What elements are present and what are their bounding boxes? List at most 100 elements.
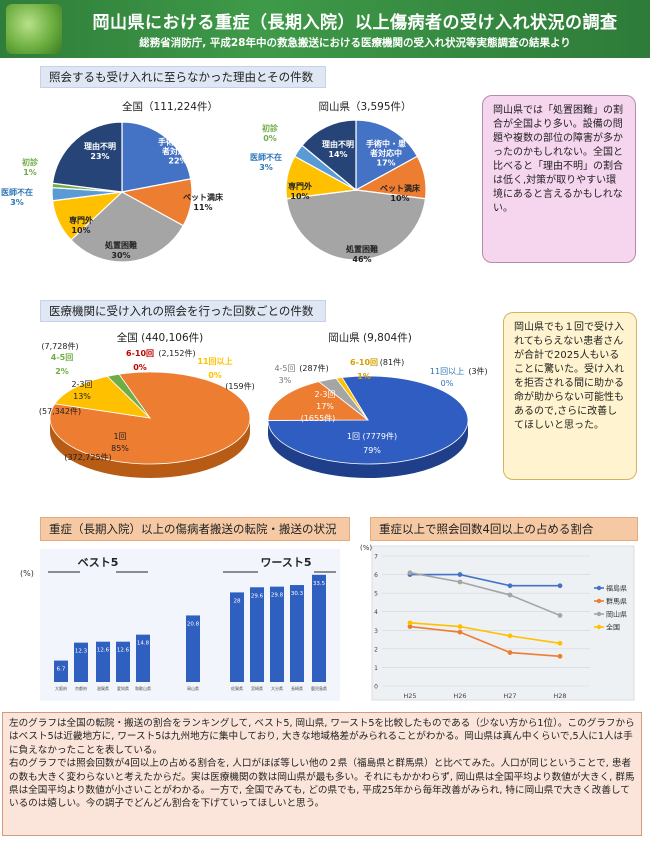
series-point [507, 633, 513, 639]
bar [186, 615, 200, 682]
pie-data-label: 医師不在 3% [1, 187, 33, 207]
y-tick-label: 7 [374, 554, 378, 561]
y-tick-label: 0 [374, 684, 378, 691]
bar-category-label: 滋賀県 [97, 685, 109, 691]
bar-value-label: 12.6 [117, 648, 130, 654]
pie-data-label: 6-10回 [126, 349, 154, 358]
section1-callout: 岡山県では「処置困難」の割合が全国より多い。設備の問題や複数の部位の障害が多かっ… [482, 95, 636, 263]
x-tick-label: H27 [503, 692, 516, 700]
pie1-title: 全国（111,224件） [122, 101, 218, 113]
pie-data-label: 処置困難 30% [104, 240, 137, 260]
series-point [457, 629, 463, 635]
series-point [407, 620, 413, 626]
pie-count-label: (287件) [299, 363, 329, 373]
bar-category-label: 大阪府 [55, 685, 67, 691]
bar-value-label: 28 [234, 598, 241, 604]
bar-category-label: 愛知県 [117, 685, 129, 691]
series-point [457, 624, 463, 629]
series-point [457, 579, 463, 585]
bar [230, 592, 244, 682]
pie-data-label: 手術中・患者対応中 17% [366, 138, 406, 167]
bar [136, 634, 150, 682]
pie-slice [70, 191, 185, 263]
pie-data-label: 13% [73, 392, 91, 401]
pie-slice [355, 119, 419, 192]
series-point [457, 572, 463, 577]
bar [74, 642, 88, 682]
bar-category-label: 佐賀県 [231, 685, 243, 691]
pie-slice [106, 373, 151, 419]
y-tick-label: 5 [374, 591, 378, 598]
y-tick-label: 1 [374, 665, 378, 672]
commentary-box: 左のグラフは全国の転院・搬送の割合をランキングして, ベスト5, 岡山県, ワー… [2, 712, 642, 836]
bar [312, 574, 326, 682]
pie-data-label: 2-3回 [314, 390, 335, 399]
section4-title: 重症以上で照会回数4回以上の占める割合 [370, 517, 638, 541]
pie3-title: 全国 (440,106件) [116, 332, 204, 344]
y-tick-label: 6 [374, 572, 378, 579]
pie-data-label: 1% [357, 372, 371, 381]
bar-ylabel: (%) [20, 569, 34, 578]
section1-title: 照会するも受け入れに至らなかった理由とその件数 [40, 66, 326, 88]
legend-marker [596, 585, 602, 591]
pie4-title: 岡山県 (9,804件) [328, 332, 412, 344]
pie-data-label: 1回 (7779件) [347, 431, 397, 441]
pie-count-label: (57,342件) [39, 406, 81, 416]
pie-count-label: (3件) [468, 366, 487, 376]
series-point [507, 592, 513, 598]
pie-data-label: 0% [208, 371, 222, 380]
pie-data-label: 手術中・患者対応中 22% [158, 136, 198, 165]
count-pie-charts: 1回 85%(372,725件) 2-3回 13% (57,342件) 4-5回 2% (7,… [39, 341, 488, 478]
line-chart-background [371, 545, 635, 701]
bar-series: 6.7 大阪府 12.3 京都府 12.6 滋賀県 12.6 愛知県 14.8 和歌山県 20.8 岡… [54, 574, 327, 691]
pie-data-label: 85% [111, 444, 129, 453]
series-point [507, 650, 513, 655]
pie-data-label: 4-5回 [51, 353, 73, 362]
y-tick-label: 4 [374, 609, 378, 616]
pie-data-label: 2-3回 [71, 380, 92, 389]
series-line [409, 622, 561, 645]
series-point [557, 640, 563, 646]
pie2-title: 岡山県（3,595件） [318, 101, 412, 113]
pie-data-label: 理由不明 23% [84, 141, 116, 161]
bar-value-label: 29.8 [271, 593, 284, 599]
transfer-bar-chart: (%) ベスト5 ワースト5 6.7 大阪府 12.3 京都府 12.6 滋賀県 12.6 愛… [20, 549, 340, 701]
series-line [409, 571, 561, 617]
bar-value-label: 20.8 [187, 621, 200, 627]
page-subtitle: 総務省消防庁, 平成28年中の救急搬送における医療機関の受入れ状況等実態調査の結… [139, 37, 571, 49]
pie-data-label: 専門外 10% [288, 181, 312, 201]
pie-data-label: 0% [441, 379, 454, 388]
header-banner: 岡山県における重症（長期入院）以上傷病者の受け入れ状況の調査 総務省消防庁, 平… [0, 0, 650, 58]
pie-count-label: (81件) [380, 357, 404, 367]
legend-label: 群馬県 [606, 597, 627, 606]
pie-data-label: 2% [55, 367, 69, 376]
best5-label: ベスト5 [78, 556, 119, 569]
pie-slice [301, 119, 357, 192]
bar [250, 587, 264, 682]
pie-data-label: 79% [363, 446, 381, 455]
pie-national-reasons: 手術中・患者対応中 22% ベット満床 11% 処置困難 30% 専門外 10% 医師不在 3% 初… [1, 121, 224, 263]
bar-value-label: 12.3 [75, 649, 88, 655]
pie-slice [121, 121, 192, 193]
bar [116, 641, 130, 682]
bar [54, 660, 68, 682]
page-title: 岡山県における重症（長期入院）以上傷病者の受け入れ状況の調査 [92, 13, 618, 33]
bar [290, 585, 304, 682]
pie-data-label: 6-10回 [350, 358, 378, 367]
bar-value-label: 6.7 [57, 667, 66, 673]
bar-category-label: 岡山県 [187, 685, 199, 691]
bar-category-label: 京都府 [75, 685, 87, 691]
bar-value-label: 30.3 [291, 591, 304, 597]
series-point [557, 583, 563, 589]
pie-count-label: (7,728件) [41, 341, 78, 351]
legend-label: 全国 [606, 623, 620, 632]
pie-data-label: 17% [316, 402, 334, 411]
x-tick-label: H28 [553, 692, 566, 700]
pie-data-label: ベット満床 11% [183, 192, 224, 212]
pie-data-label: 初診 0% [262, 123, 279, 143]
pie-data-label: 初診 1% [22, 157, 39, 177]
bar-category-label: 和歌山県 [135, 685, 151, 691]
x-tick-label: H25 [403, 692, 416, 700]
series-point [407, 570, 413, 576]
pie-data-label: 11回以上 [197, 356, 232, 366]
